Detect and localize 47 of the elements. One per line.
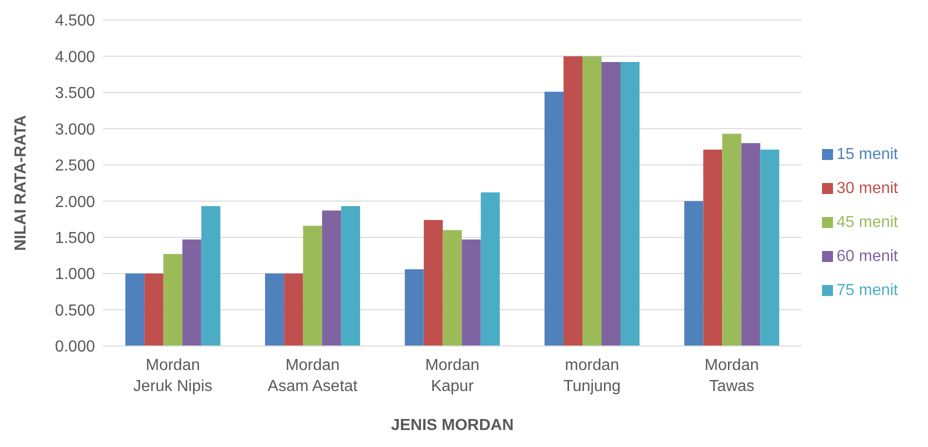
bar (462, 240, 481, 346)
legend-label: 15 menit (836, 146, 898, 163)
legend-label: 45 menit (836, 214, 898, 231)
bar (284, 274, 304, 346)
y-tick-label: 4.500 (54, 12, 96, 30)
bar (544, 92, 564, 346)
bar (722, 134, 742, 346)
bar (741, 143, 760, 346)
legend-label: 30 menit (836, 180, 898, 197)
y-tick-label: 0.000 (54, 338, 96, 356)
y-tick-label: 3.000 (54, 121, 96, 138)
y-tick-label: 0.500 (54, 302, 96, 320)
bar (265, 274, 284, 346)
x-tick-label: Mordan Asam Asetat (268, 357, 358, 395)
bar (201, 206, 220, 346)
bar (182, 240, 202, 346)
bar (620, 62, 640, 346)
bar (703, 150, 722, 346)
y-tick-label: 4.000 (54, 48, 96, 66)
y-axis-title: NILAI RATA-RATA (12, 114, 30, 251)
x-tick-label: Mordan Kapur (425, 357, 480, 395)
bar (303, 226, 322, 346)
y-tick-label: 1.500 (54, 230, 96, 248)
bar (322, 210, 342, 346)
y-tick-label: 3.500 (54, 85, 96, 102)
x-tick-label: Mordan Jeruk Nipis (133, 357, 212, 395)
x-axis-title: JENIS MORDAN (390, 417, 514, 434)
bar (602, 62, 621, 346)
y-tick-label: 2.000 (54, 194, 96, 211)
y-tick-label: 2.500 (54, 158, 96, 175)
bar (144, 274, 164, 346)
bar (684, 201, 704, 346)
bar (424, 220, 443, 346)
bar (163, 254, 182, 346)
bar (582, 56, 602, 346)
bar (760, 150, 780, 346)
legend-label: 60 menit (836, 248, 898, 265)
bar (341, 206, 360, 346)
x-tick-label: Mordan Tawas (704, 357, 759, 395)
legend-label: 75 menit (836, 282, 898, 299)
bar (480, 192, 500, 346)
y-tick-label: 1.000 (54, 266, 96, 284)
bar (404, 269, 424, 346)
bar (125, 274, 144, 346)
x-tick-label: mordan Tunjung (563, 357, 621, 395)
bar (564, 56, 583, 346)
bar (442, 230, 462, 346)
